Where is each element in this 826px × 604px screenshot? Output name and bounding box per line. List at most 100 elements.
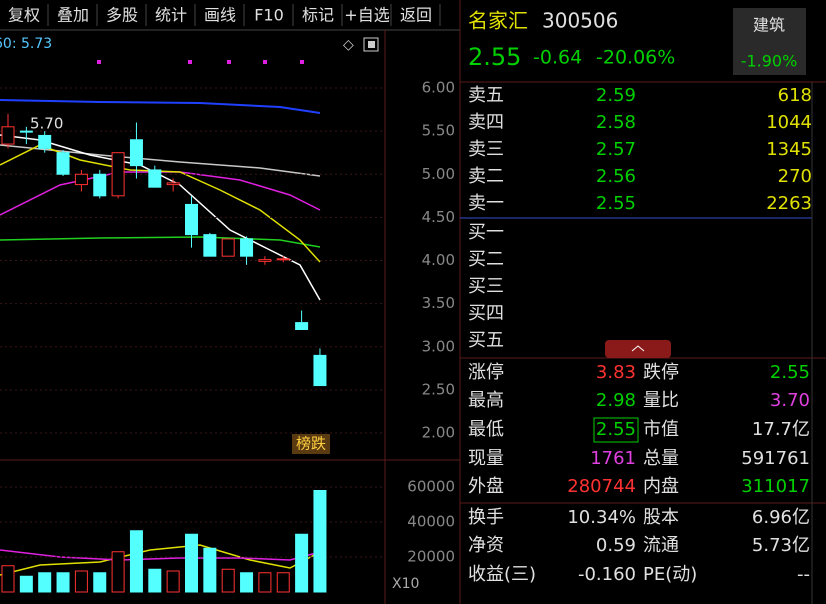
candle-body <box>295 322 309 331</box>
toolbar-button[interactable]: 返回 <box>400 6 432 25</box>
toolbar-button[interactable]: 标记 <box>302 6 334 25</box>
sector-name[interactable]: 建筑 <box>753 16 785 35</box>
candle-body <box>240 238 254 257</box>
volume-unit: X10 <box>392 576 419 592</box>
stat-value: 2.98 <box>596 390 636 411</box>
svg-text:◇: ◇ <box>343 37 354 53</box>
price-tick-label: 2.50 <box>422 380 455 398</box>
stat-value: 1761 <box>590 448 636 469</box>
price-tick-label: 3.00 <box>422 337 455 355</box>
stat-value: -0.160 <box>578 564 636 585</box>
candle-body <box>313 354 327 387</box>
toolbar-button[interactable]: 统计 <box>155 6 187 25</box>
ask-label: 卖一 <box>468 193 504 214</box>
volume-tick-label: 60000 <box>407 478 455 496</box>
bid-label: 买一 <box>468 222 504 243</box>
volume-bar <box>295 533 309 593</box>
candle-body <box>166 182 180 186</box>
stat-value: 311017 <box>741 476 810 497</box>
volume-bar <box>313 490 327 593</box>
stat-label: 现量 <box>468 448 504 469</box>
volume-bar <box>56 572 70 593</box>
stat-label: 流通 <box>643 535 679 556</box>
stat-value: 3.70 <box>770 390 810 411</box>
bid-label: 买四 <box>468 303 504 324</box>
candle-body <box>221 238 235 257</box>
candle-body <box>258 259 272 262</box>
stat-label: 最高 <box>468 390 504 411</box>
bid-label: 买三 <box>468 276 504 297</box>
stat-value: 5.73亿 <box>752 535 810 556</box>
stat-label: PE(动) <box>643 564 697 585</box>
price-tick-label: 2.00 <box>422 424 455 442</box>
price-tick-label: 6.00 <box>422 79 455 97</box>
candle-body <box>276 258 290 261</box>
candle-body <box>129 139 143 167</box>
price-tick-label: 4.50 <box>422 208 455 226</box>
ask-label: 卖二 <box>468 166 504 187</box>
stat-label: 市值 <box>643 419 679 440</box>
ask-volume: 1345 <box>766 139 812 160</box>
bid-label: 买五 <box>468 330 504 351</box>
candle-body <box>203 234 217 257</box>
stat-value: 3.83 <box>596 362 636 383</box>
toolbar-button[interactable]: 复权 <box>8 6 40 25</box>
volume-bar <box>185 533 198 593</box>
stat-label: 股本 <box>643 507 679 528</box>
stat-label: 涨停 <box>468 362 504 383</box>
badge[interactable]: 榜跌 <box>296 435 326 453</box>
volume-bar <box>240 572 254 593</box>
ask-volume: 618 <box>778 85 812 106</box>
stat-label: 换手 <box>468 507 504 528</box>
collapse-button[interactable] <box>605 340 671 358</box>
volume-bar <box>276 572 290 593</box>
candle-body <box>93 173 107 197</box>
stat-value: 6.96亿 <box>752 507 810 528</box>
candle-body <box>38 134 52 149</box>
toolbar-button[interactable]: 多股 <box>106 6 138 25</box>
volume-tick-label: 40000 <box>407 513 455 531</box>
volume-bar <box>93 572 107 593</box>
stat-value: 2.55 <box>596 419 636 440</box>
stat-label: 内盘 <box>643 476 679 497</box>
volume-bar <box>258 572 272 593</box>
volume-bar <box>1 565 15 593</box>
stock-code: 300506 <box>542 9 618 33</box>
sector-box[interactable] <box>733 8 806 75</box>
ask-label: 卖四 <box>468 112 504 133</box>
volume-bar <box>221 568 235 593</box>
toolbar-button[interactable]: 叠加 <box>57 6 89 25</box>
ask-price: 2.59 <box>596 85 636 106</box>
stat-label: 最低 <box>468 419 504 440</box>
price-tick-label: 5.00 <box>422 165 455 183</box>
change-pct: -20.06% <box>596 47 675 69</box>
price-tick-label: 4.00 <box>422 251 455 269</box>
value-box <box>593 417 639 443</box>
change: -0.64 <box>533 47 582 69</box>
toolbar-button[interactable]: +自选 <box>344 6 389 25</box>
volume-bar <box>203 547 217 593</box>
stat-label: 外盘 <box>468 476 504 497</box>
badge-bg <box>292 434 330 454</box>
stat-value: 591761 <box>741 448 810 469</box>
toolbar-button[interactable]: F10 <box>254 6 284 25</box>
volume-bar <box>148 568 162 593</box>
volume-bar <box>38 572 52 593</box>
candle-body <box>56 152 70 175</box>
ask-price: 2.57 <box>596 139 636 160</box>
candle-body <box>185 203 198 236</box>
ask-price: 2.56 <box>596 166 636 187</box>
ask-label: 卖五 <box>468 85 504 106</box>
ask-volume: 1044 <box>766 112 812 133</box>
price-tick-label: 3.50 <box>422 294 455 312</box>
ask-volume: 270 <box>778 166 812 187</box>
stat-value: 10.34% <box>567 507 636 528</box>
ask-volume: 2263 <box>766 193 812 214</box>
candle-body <box>74 173 88 186</box>
stat-label: 量比 <box>643 390 679 411</box>
candle-body <box>1 126 15 145</box>
sector-pct[interactable]: -1.90% <box>741 52 798 71</box>
toolbar-button[interactable]: 画线 <box>204 6 236 25</box>
candle-body <box>19 130 33 133</box>
